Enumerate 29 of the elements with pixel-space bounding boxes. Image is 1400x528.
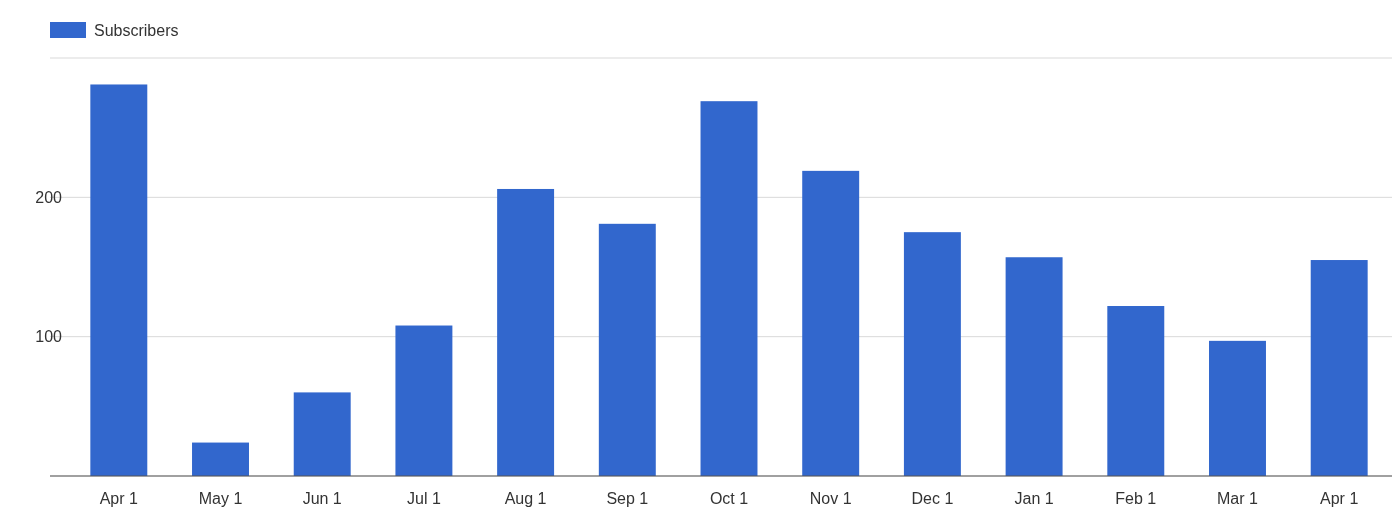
bar bbox=[1209, 340, 1266, 476]
x-tick-label: Apr 1 bbox=[99, 490, 139, 507]
x-tick-label: Mar 1 bbox=[1217, 490, 1259, 507]
x-tick-label: Feb 1 bbox=[1115, 490, 1157, 507]
y-tick-label: 200 bbox=[35, 188, 63, 206]
bar bbox=[1310, 260, 1368, 476]
bar bbox=[192, 442, 249, 476]
bar bbox=[90, 84, 148, 476]
x-tick-label: Apr 1 bbox=[1320, 490, 1359, 507]
bar bbox=[802, 170, 860, 476]
bar bbox=[700, 101, 758, 476]
bar bbox=[395, 325, 453, 476]
bar bbox=[1005, 257, 1063, 476]
x-tick-label: Sep 1 bbox=[606, 490, 649, 507]
bar bbox=[497, 188, 555, 476]
x-tick-label: Oct 1 bbox=[709, 490, 749, 507]
x-tick-label: Aug 1 bbox=[504, 490, 547, 507]
x-tick-label: Jul 1 bbox=[407, 490, 441, 507]
bar bbox=[598, 223, 656, 476]
x-tick-label: Nov 1 bbox=[809, 490, 852, 507]
bar bbox=[1107, 306, 1165, 476]
x-tick-label: May 1 bbox=[198, 490, 243, 507]
bar bbox=[293, 392, 351, 476]
y-tick-label: 100 bbox=[35, 328, 63, 346]
legend-label: Subscribers bbox=[94, 21, 179, 39]
x-tick-label: Jun 1 bbox=[302, 490, 342, 507]
x-tick-label: Jan 1 bbox=[1014, 490, 1054, 507]
x-tick-label: Dec 1 bbox=[911, 490, 954, 507]
bar bbox=[903, 232, 961, 476]
